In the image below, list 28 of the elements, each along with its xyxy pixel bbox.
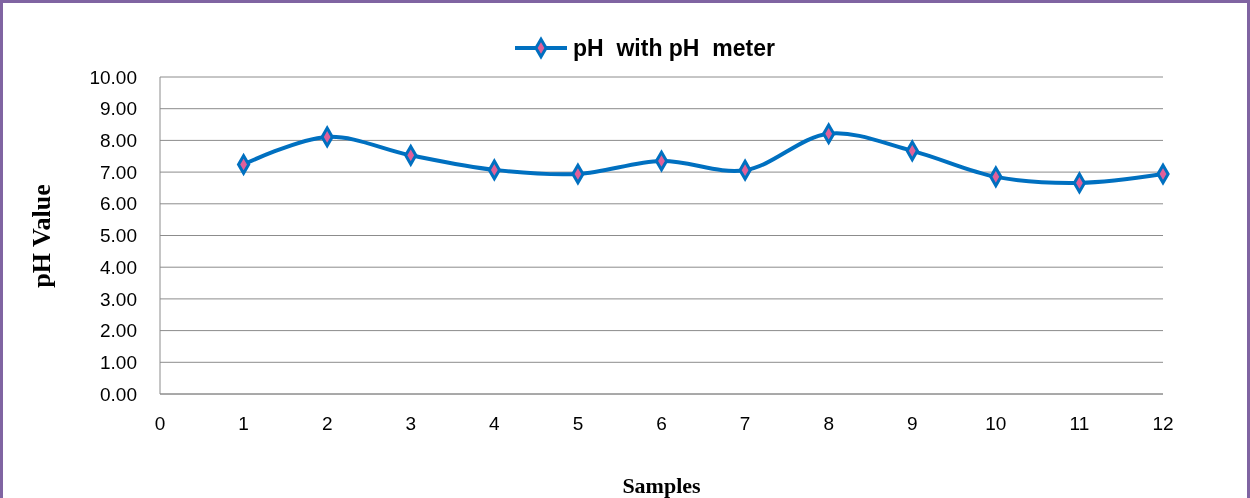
x-tick-label: 12	[1152, 413, 1174, 434]
y-tick-label: 9.00	[100, 98, 137, 120]
y-tick-label: 3.00	[100, 288, 137, 310]
x-tick-label: 1	[238, 413, 249, 434]
x-tick-label: 7	[739, 413, 751, 434]
x-tick-label: 11	[1069, 413, 1090, 434]
x-tick-label: 5	[572, 413, 584, 434]
y-tick-label: 1.00	[100, 351, 137, 373]
x-tick-label: 6	[656, 413, 667, 434]
y-tick-label: 4.00	[100, 256, 137, 278]
x-tick-label: 0	[154, 413, 166, 434]
y-tick-label: 0.00	[100, 383, 137, 405]
y-tick-label: 8.00	[100, 130, 137, 152]
y-tick-label: 10.00	[89, 66, 137, 88]
y-tick-label: 5.00	[100, 225, 137, 247]
x-tick-label: 8	[823, 413, 834, 434]
point	[236, 154, 251, 175]
y-axis-title: pH Value	[27, 184, 56, 288]
x-tick-label: 4	[489, 413, 501, 434]
legend-label: pH with pH meter	[573, 35, 775, 62]
x-tick-label: 9	[906, 413, 918, 434]
x-axis-title: Samples	[622, 473, 702, 498]
y-tick-label: 6.00	[100, 193, 137, 215]
x-tick-label: 2	[321, 413, 333, 434]
x-tick-label: 3	[405, 413, 417, 434]
x-tick-label: 10	[985, 413, 1007, 434]
y-tick-label: 2.00	[100, 320, 137, 342]
y-tick-label: 7.00	[100, 161, 137, 183]
